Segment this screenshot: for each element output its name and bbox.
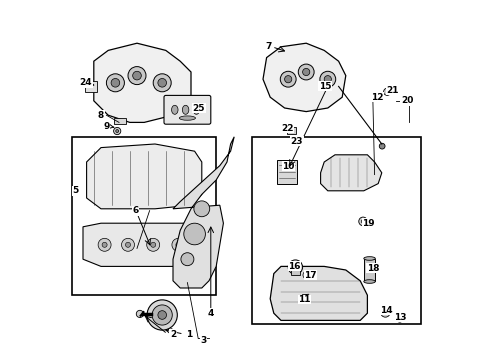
Circle shape <box>106 74 124 92</box>
Text: 12: 12 <box>371 93 384 102</box>
Polygon shape <box>320 155 382 191</box>
Circle shape <box>125 242 130 247</box>
Circle shape <box>298 64 314 80</box>
Circle shape <box>147 300 177 330</box>
Text: 20: 20 <box>401 96 413 105</box>
Circle shape <box>295 138 301 145</box>
Bar <box>288 127 296 134</box>
Circle shape <box>176 242 181 247</box>
Text: 23: 23 <box>291 137 303 146</box>
Circle shape <box>151 242 156 247</box>
Text: 2: 2 <box>170 330 176 338</box>
Bar <box>277 160 297 184</box>
Text: 3: 3 <box>200 336 207 345</box>
Circle shape <box>384 88 391 95</box>
Text: 19: 19 <box>362 219 375 228</box>
Circle shape <box>324 76 331 83</box>
Polygon shape <box>263 43 346 112</box>
Circle shape <box>396 315 403 322</box>
Circle shape <box>361 220 365 223</box>
Circle shape <box>172 238 185 251</box>
Text: 9: 9 <box>103 122 110 131</box>
Circle shape <box>116 130 119 132</box>
Ellipse shape <box>179 116 196 120</box>
Circle shape <box>303 68 310 76</box>
Bar <box>72 137 216 295</box>
Circle shape <box>153 74 171 92</box>
Circle shape <box>114 127 121 135</box>
Circle shape <box>384 311 387 314</box>
Bar <box>252 137 421 324</box>
Text: 13: 13 <box>394 313 407 322</box>
Text: 1: 1 <box>186 330 193 338</box>
Ellipse shape <box>182 105 189 114</box>
Text: 14: 14 <box>380 306 393 315</box>
Circle shape <box>128 67 146 85</box>
Ellipse shape <box>364 257 375 260</box>
Bar <box>85 81 98 92</box>
Circle shape <box>303 271 311 279</box>
Circle shape <box>359 217 368 226</box>
Bar <box>291 270 300 275</box>
Text: 16: 16 <box>289 262 301 271</box>
Circle shape <box>285 76 292 83</box>
Circle shape <box>379 143 385 149</box>
Circle shape <box>98 238 111 251</box>
Circle shape <box>194 201 210 217</box>
Text: 4: 4 <box>208 309 214 318</box>
Polygon shape <box>94 43 191 122</box>
Circle shape <box>288 260 303 274</box>
Circle shape <box>152 305 172 325</box>
Polygon shape <box>270 266 368 320</box>
Text: 17: 17 <box>304 271 317 280</box>
Circle shape <box>158 311 167 319</box>
Circle shape <box>184 223 205 245</box>
Circle shape <box>320 71 336 87</box>
Bar <box>364 259 375 281</box>
Polygon shape <box>87 144 202 209</box>
Text: 18: 18 <box>367 264 379 273</box>
Circle shape <box>102 242 107 247</box>
Circle shape <box>158 78 167 87</box>
Circle shape <box>111 78 120 87</box>
Polygon shape <box>83 223 209 266</box>
Polygon shape <box>173 137 234 288</box>
Circle shape <box>280 71 296 87</box>
Ellipse shape <box>193 105 199 114</box>
Text: 7: 7 <box>265 42 271 51</box>
FancyBboxPatch shape <box>164 95 211 124</box>
Text: 21: 21 <box>386 86 399 95</box>
Text: 5: 5 <box>72 186 78 195</box>
Ellipse shape <box>172 105 178 114</box>
Circle shape <box>181 253 194 266</box>
Ellipse shape <box>364 280 375 283</box>
Text: 6: 6 <box>132 206 138 215</box>
Text: 10: 10 <box>282 162 294 171</box>
Text: 24: 24 <box>79 78 92 87</box>
Bar <box>114 118 126 124</box>
Circle shape <box>381 308 390 317</box>
Text: 15: 15 <box>318 82 331 91</box>
Circle shape <box>133 71 141 80</box>
Circle shape <box>136 310 144 318</box>
Circle shape <box>147 238 160 251</box>
Text: 25: 25 <box>193 104 205 113</box>
Text: 22: 22 <box>281 124 294 133</box>
Text: 8: 8 <box>98 111 104 120</box>
Circle shape <box>122 238 134 251</box>
Text: 11: 11 <box>298 295 311 304</box>
